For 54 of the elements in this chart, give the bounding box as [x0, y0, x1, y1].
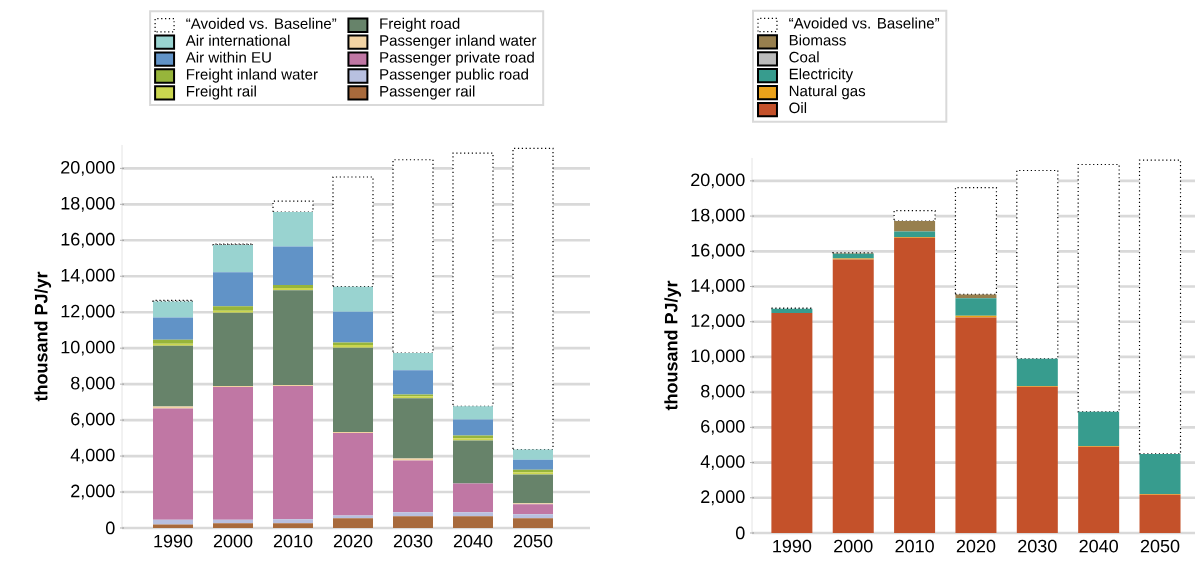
legend-label: Freight road [380, 17, 460, 32]
legend-label: Passenger public road [380, 68, 528, 83]
x-tick-label: 1990 [773, 539, 812, 553]
legend-label: Passenger inland water [380, 34, 537, 49]
legend-label: “Avoided vs. Baseline” [789, 17, 940, 29]
legend-label: Biomass [789, 34, 846, 46]
y-tick-label: 2,000 [701, 490, 745, 506]
y-tick-label: 20,000 [691, 173, 745, 189]
x-tick-label: 2030 [393, 534, 433, 548]
y-tick-label: 6,000 [701, 419, 745, 435]
x-tick-label: 2010 [895, 539, 934, 553]
legend-label: Coal [789, 51, 819, 63]
x-tick-label: 2040 [453, 534, 493, 548]
x-tick-label: 1990 [154, 534, 193, 548]
y-tick-label: 14,000 [61, 268, 115, 284]
y-tick-label: 6,000 [71, 412, 115, 428]
x-tick-label: 2050 [513, 534, 553, 548]
x-tick-label: 2000 [834, 539, 873, 553]
y-tick-label: 10,000 [691, 349, 745, 365]
y-tick-label: 8,000 [701, 384, 745, 400]
legend-label: Oil [789, 102, 807, 114]
y-tick-label: 12,000 [61, 304, 115, 320]
y-tick-label: 16,000 [61, 232, 115, 248]
legend-label: Freight rail [186, 85, 256, 100]
y-tick-label: 0 [735, 526, 745, 540]
y-tick-label: 18,000 [691, 208, 745, 224]
y-tick-label: 2,000 [71, 484, 115, 500]
y-tick-label: 18,000 [61, 196, 115, 212]
legend-label: Passenger rail [380, 85, 475, 100]
legend-label: “Avoided vs. Baseline” [186, 17, 337, 29]
legend-label: Air within EU [185, 51, 271, 63]
y-axis-title: thousand PJ/yr [664, 280, 682, 411]
y-tick-label: 12,000 [691, 314, 745, 330]
legend-label: Air international [185, 34, 290, 46]
x-tick-label: 2020 [956, 539, 996, 553]
x-tick-label: 2050 [1140, 539, 1180, 553]
y-axis-title: thousand PJ/yr [34, 271, 52, 402]
x-tick-label: 2020 [333, 534, 373, 548]
x-tick-label: 2010 [273, 534, 313, 548]
legend-label: Freight inland water [186, 68, 318, 83]
y-tick-label: 4,000 [70, 448, 115, 464]
y-tick-label: 8,000 [71, 376, 115, 392]
y-tick-label: 14,000 [691, 279, 745, 294]
x-tick-label: 2030 [1018, 539, 1057, 553]
y-tick-label: 10,000 [61, 340, 115, 356]
legend-label: Passenger private road [380, 51, 534, 66]
y-tick-label: 16,000 [691, 243, 745, 259]
y-tick-label: 4,000 [700, 455, 745, 470]
x-tick-label: 2000 [213, 534, 253, 548]
y-tick-label: 0 [106, 521, 115, 535]
y-tick-label: 20,000 [61, 160, 115, 176]
legend-label: Natural gas [789, 85, 866, 100]
legend-label: Electricity [789, 68, 854, 83]
x-tick-label: 2040 [1079, 539, 1118, 553]
